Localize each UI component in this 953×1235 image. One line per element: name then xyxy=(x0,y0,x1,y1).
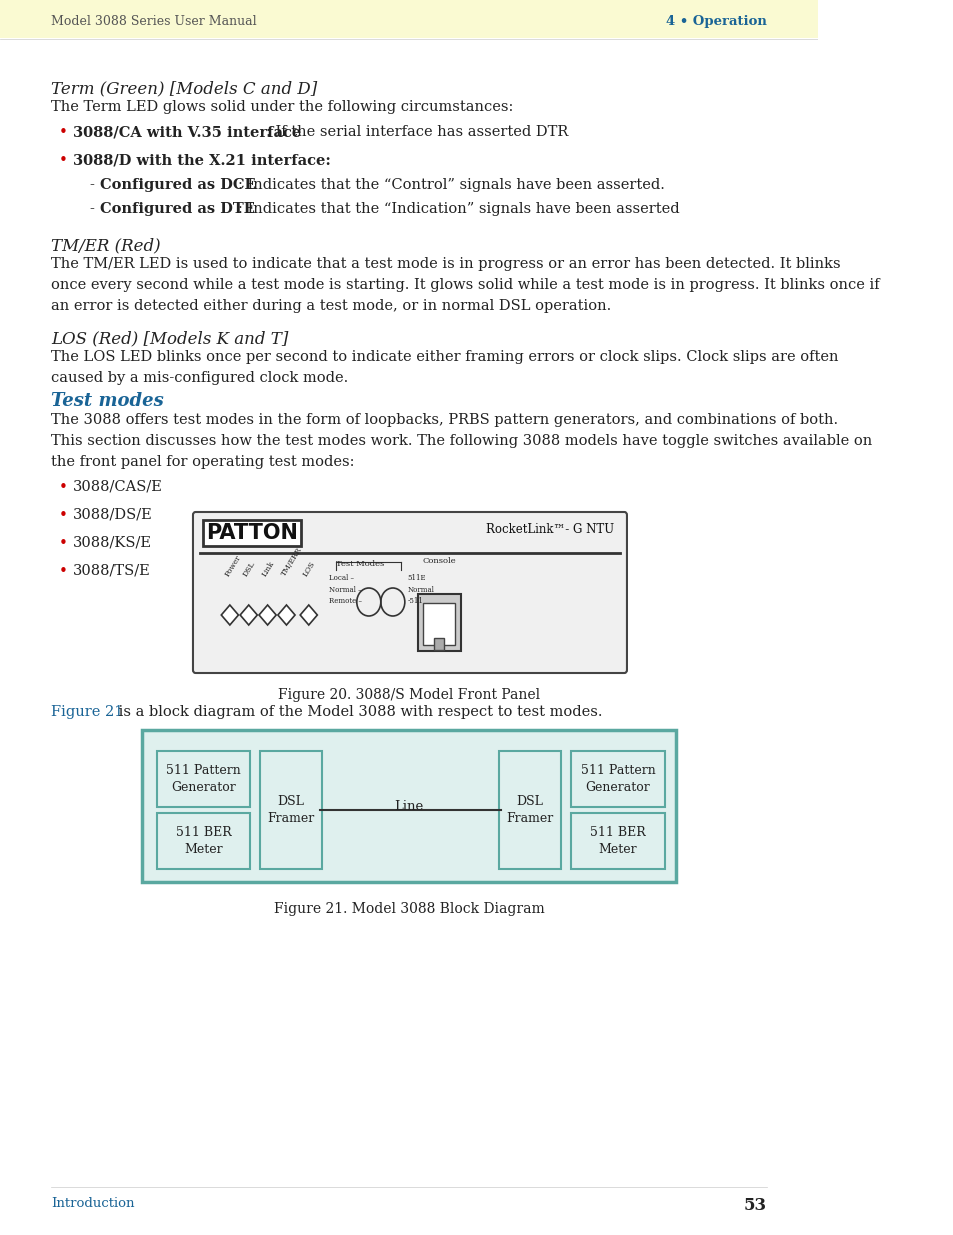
Text: Figure 21. Model 3088 Block Diagram: Figure 21. Model 3088 Block Diagram xyxy=(274,902,544,916)
Text: DSL
Framer: DSL Framer xyxy=(506,795,553,825)
Text: TM/ER (Red): TM/ER (Red) xyxy=(51,237,161,254)
Text: Console: Console xyxy=(422,557,456,564)
Text: is a block diagram of the Model 3088 with respect to test modes.: is a block diagram of the Model 3088 wit… xyxy=(114,705,602,719)
Text: The TM/ER LED is used to indicate that a test mode is in progress or an error ha: The TM/ER LED is used to indicate that a… xyxy=(51,257,880,314)
Text: 3088/DS/E: 3088/DS/E xyxy=(72,508,152,522)
Text: 511 Pattern
Generator: 511 Pattern Generator xyxy=(166,764,241,794)
Polygon shape xyxy=(259,605,275,625)
Text: 53: 53 xyxy=(742,1197,766,1214)
Polygon shape xyxy=(300,605,317,625)
Text: PATTON: PATTON xyxy=(206,522,297,543)
Text: The 3088 offers test modes in the form of loopbacks, PRBS pattern generators, an: The 3088 offers test modes in the form o… xyxy=(51,412,872,469)
Text: Local –
Normal –
Remote –: Local – Normal – Remote – xyxy=(329,574,362,605)
Text: LOS: LOS xyxy=(301,559,317,578)
Polygon shape xyxy=(277,605,294,625)
Text: 511E
Normal
-511: 511E Normal -511 xyxy=(407,574,434,605)
Text: Configured as DTE: Configured as DTE xyxy=(100,203,255,216)
Text: 4 • Operation: 4 • Operation xyxy=(665,15,766,28)
FancyBboxPatch shape xyxy=(498,751,560,869)
FancyBboxPatch shape xyxy=(157,751,251,806)
Text: LOS (Red) [Models K and T]: LOS (Red) [Models K and T] xyxy=(51,330,289,347)
Text: •: • xyxy=(58,480,67,495)
Text: 3088/D with the X.21 interface:: 3088/D with the X.21 interface: xyxy=(72,153,331,167)
Text: 511 Pattern
Generator: 511 Pattern Generator xyxy=(580,764,655,794)
Polygon shape xyxy=(221,605,238,625)
Text: TM/ERR: TM/ERR xyxy=(279,546,303,578)
Text: 3088/CA with V.35 interface: 3088/CA with V.35 interface xyxy=(72,125,301,140)
Text: DSL
Framer: DSL Framer xyxy=(267,795,314,825)
FancyBboxPatch shape xyxy=(417,594,460,651)
FancyBboxPatch shape xyxy=(434,638,444,650)
Text: •: • xyxy=(58,125,67,140)
Text: The Term LED glows solid under the following circumstances:: The Term LED glows solid under the follo… xyxy=(51,100,514,114)
Text: Configured as DCE: Configured as DCE xyxy=(100,178,255,191)
FancyBboxPatch shape xyxy=(571,751,664,806)
FancyBboxPatch shape xyxy=(571,813,664,869)
Text: Introduction: Introduction xyxy=(51,1197,134,1210)
Text: Figure 21: Figure 21 xyxy=(51,705,124,719)
Text: The LOS LED blinks once per second to indicate either framing errors or clock sl: The LOS LED blinks once per second to in… xyxy=(51,350,838,385)
FancyBboxPatch shape xyxy=(157,813,251,869)
Text: •: • xyxy=(58,564,67,579)
FancyBboxPatch shape xyxy=(142,730,675,882)
Text: Model 3088 Series User Manual: Model 3088 Series User Manual xyxy=(51,15,256,28)
Text: 511 BER
Meter: 511 BER Meter xyxy=(590,826,645,856)
Text: Line: Line xyxy=(395,799,423,813)
FancyBboxPatch shape xyxy=(0,0,818,38)
Text: •: • xyxy=(58,508,67,522)
Text: Term (Green) [Models C and D]: Term (Green) [Models C and D] xyxy=(51,80,317,98)
Text: 3088/CAS/E: 3088/CAS/E xyxy=(72,480,163,494)
Text: RocketLink™- G NTU: RocketLink™- G NTU xyxy=(485,522,614,536)
Text: : Indicates that the “Control” signals have been asserted.: : Indicates that the “Control” signals h… xyxy=(238,178,664,191)
Text: -: - xyxy=(90,178,99,191)
Text: Test modes: Test modes xyxy=(51,391,164,410)
Text: 3088/KS/E: 3088/KS/E xyxy=(72,536,152,550)
Text: : If the serial interface has asserted DTR: : If the serial interface has asserted D… xyxy=(266,125,568,140)
Text: Figure 20. 3088/S Model Front Panel: Figure 20. 3088/S Model Front Panel xyxy=(277,688,539,701)
Text: Link: Link xyxy=(260,559,276,578)
FancyBboxPatch shape xyxy=(422,603,455,645)
Text: •: • xyxy=(58,536,67,551)
Text: 3088/TS/E: 3088/TS/E xyxy=(72,564,151,578)
Text: Test Modes: Test Modes xyxy=(335,559,384,568)
FancyBboxPatch shape xyxy=(193,513,626,673)
Text: Power: Power xyxy=(223,553,242,578)
Polygon shape xyxy=(240,605,257,625)
Text: -: - xyxy=(90,203,99,216)
FancyBboxPatch shape xyxy=(259,751,321,869)
Text: : Indicates that the “Indication” signals have been asserted: : Indicates that the “Indication” signal… xyxy=(238,203,679,216)
Text: •: • xyxy=(58,153,67,168)
Text: DSL: DSL xyxy=(242,559,257,578)
Text: 511 BER
Meter: 511 BER Meter xyxy=(175,826,232,856)
